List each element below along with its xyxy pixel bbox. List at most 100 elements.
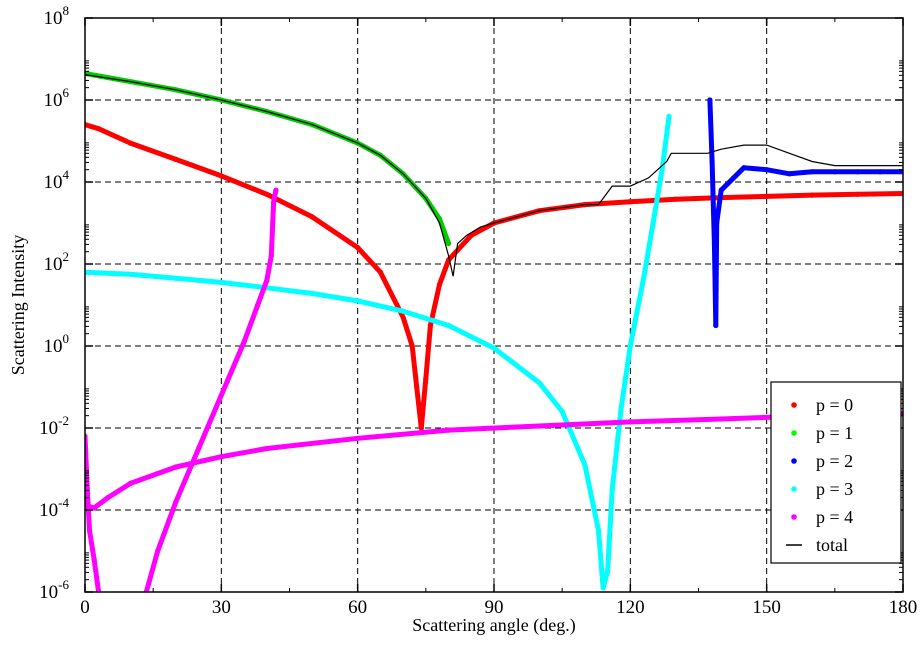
series-2-point	[741, 165, 747, 171]
legend-label: p = 4	[816, 507, 853, 527]
series-3-point	[355, 298, 361, 304]
series-3-point	[173, 275, 179, 281]
legend-label: p = 1	[816, 423, 853, 443]
series-2-point	[713, 322, 719, 329]
legend-label: total	[816, 535, 848, 555]
series-5-point	[271, 199, 277, 206]
legend-label: p = 0	[816, 395, 853, 415]
series-3-point	[400, 308, 406, 314]
series-5-point	[268, 253, 274, 259]
series-0-point	[414, 384, 420, 390]
series-3-point	[600, 585, 606, 591]
legend-label: p = 2	[816, 451, 853, 471]
y-tick-label: 108	[44, 3, 70, 29]
legend-swatch	[791, 430, 797, 436]
x-axis-title: Scattering angle (deg.)	[412, 615, 575, 636]
series-2-point	[718, 187, 724, 193]
y-tick-label: 10-2	[39, 413, 69, 439]
y-tick-label: 104	[44, 167, 70, 193]
series-3-point	[595, 527, 602, 534]
series-0-point	[96, 126, 102, 132]
x-tick-label: 120	[616, 597, 645, 618]
series-5-point	[255, 302, 261, 308]
y-tick-label: 100	[44, 331, 70, 357]
legend-swatch	[791, 486, 797, 492]
series-0-point	[355, 245, 361, 251]
series-3-point	[536, 380, 543, 386]
series-6-trace	[85, 433, 102, 592]
series-2-point	[855, 169, 861, 175]
series-3-point	[218, 279, 224, 285]
series-5-point	[196, 445, 202, 452]
series	[85, 70, 903, 592]
series-3-point	[609, 486, 615, 493]
series-0-point	[436, 281, 443, 288]
series-4-point	[536, 423, 543, 429]
y-tick-label: 10-4	[39, 495, 69, 521]
legend-label: p = 3	[816, 479, 853, 499]
series-3-point	[627, 343, 633, 349]
series-0-point	[423, 376, 429, 382]
series-0-point	[400, 314, 406, 320]
series-4-point	[218, 454, 224, 460]
series-3-point	[666, 113, 672, 119]
legend-swatch	[791, 458, 797, 464]
series-4-point	[127, 480, 133, 486]
series-0-point	[309, 214, 315, 220]
series-0-point	[673, 196, 679, 202]
series-2-point	[707, 97, 713, 103]
series-1-trace	[85, 70, 452, 246]
series-3-point	[641, 273, 647, 279]
x-tick-label: 90	[485, 597, 504, 618]
y-tick-label: 10-6	[39, 577, 69, 603]
series-0-point	[427, 322, 433, 329]
x-tick-label: 0	[80, 597, 90, 618]
series-6-point	[86, 527, 93, 534]
series-4-point	[718, 416, 724, 422]
series-2-point	[877, 169, 883, 175]
legend-swatch	[791, 514, 797, 520]
series-3-point	[127, 271, 133, 277]
series-total-line	[85, 74, 903, 277]
series-4-point	[105, 495, 111, 501]
series-2-point	[711, 240, 718, 247]
series-5-point	[155, 548, 161, 554]
series-2-point	[809, 169, 815, 175]
legend: p = 0 p = 1 p = 2 p = 3 p = 4 total	[770, 381, 902, 564]
series-0-point	[264, 191, 270, 197]
series-5-point	[241, 339, 247, 345]
series-0-point	[173, 156, 179, 162]
series-3-point	[559, 409, 565, 415]
series-6-point	[91, 556, 97, 562]
x-tick-label: 60	[348, 597, 367, 618]
legend-box	[770, 381, 902, 564]
series-4-point	[355, 435, 361, 441]
series-3-point	[605, 568, 611, 575]
series-2-point	[786, 171, 793, 177]
series-0-point	[409, 343, 415, 349]
x-tick-label: 180	[889, 597, 918, 618]
y-tick-label: 106	[44, 85, 70, 111]
series-3-point	[582, 462, 588, 468]
series-4-point	[446, 427, 452, 433]
series-0-point	[418, 425, 424, 431]
series-4-point	[264, 445, 270, 452]
series-0-point	[218, 173, 224, 179]
series-0-point	[764, 193, 770, 199]
ticks: 0 30 60 90 120 150 180 10-6 10-4 10-2 100 102 104 106…	[39, 3, 917, 618]
series-3-point	[309, 290, 315, 297]
y-axis-title: Scattering Intensity	[8, 235, 28, 375]
series-2-point	[764, 167, 770, 173]
series-0-point	[627, 199, 633, 205]
series-3-point	[491, 345, 497, 351]
series-2-point	[709, 158, 715, 165]
series-3-point	[446, 322, 452, 329]
series-0-point	[809, 192, 815, 198]
series-2-point	[832, 169, 838, 175]
series-3-point	[650, 220, 656, 226]
series-2-trace	[707, 97, 903, 328]
series-3-point	[618, 404, 624, 411]
series-0-point	[377, 269, 383, 275]
legend-swatch	[791, 402, 797, 408]
